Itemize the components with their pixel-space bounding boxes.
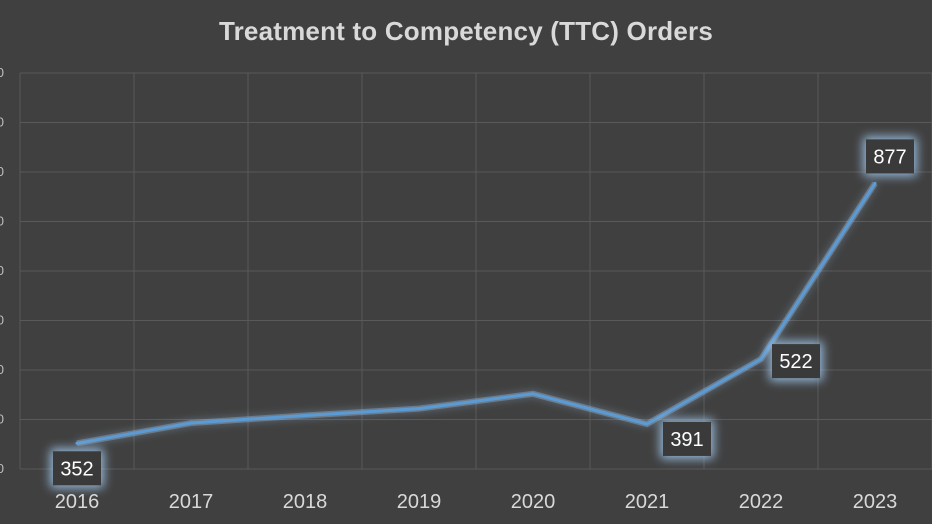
data-label-box xyxy=(663,421,711,456)
y-tick-label: 0 xyxy=(0,164,4,179)
data-point xyxy=(645,422,649,426)
data-label-text: 391 xyxy=(670,429,703,451)
data-label-layer: 352 391 522 877 xyxy=(50,136,917,489)
series-line xyxy=(76,182,877,445)
data-label: 391 xyxy=(660,418,714,459)
x-axis: 2016 2017 2018 2019 2020 2021 2022 2023 xyxy=(55,491,898,513)
data-point xyxy=(417,407,421,411)
x-tick-label: 2020 xyxy=(511,491,556,513)
y-tick-label: 0 xyxy=(0,362,4,377)
y-tick-label: 0 xyxy=(0,313,4,328)
series-line-layer xyxy=(75,181,878,447)
data-label: 522 xyxy=(769,341,823,382)
x-tick-label: 2023 xyxy=(853,491,898,513)
y-tick-label: 0 xyxy=(0,115,4,130)
y-tick-label: 0 xyxy=(0,412,4,427)
data-point xyxy=(873,181,877,185)
data-label-text: 522 xyxy=(779,351,812,373)
data-point xyxy=(189,421,193,425)
data-point xyxy=(303,414,307,418)
x-tick-label: 2022 xyxy=(739,491,784,513)
y-tick-label: 0 xyxy=(0,461,4,476)
y-tick-label: 0 xyxy=(0,263,4,278)
data-label-text: 877 xyxy=(873,146,906,168)
x-tick-label: 2016 xyxy=(55,491,100,513)
data-point xyxy=(531,392,535,396)
data-point xyxy=(75,441,79,445)
y-axis: 0 0 0 0 0 0 0 0 0 xyxy=(0,65,4,476)
x-tick-label: 2019 xyxy=(397,491,442,513)
y-tick-label: 0 xyxy=(0,65,4,80)
x-tick-label: 2021 xyxy=(625,491,670,513)
data-label-text: 352 xyxy=(60,458,93,480)
x-tick-label: 2018 xyxy=(283,491,328,513)
grid-layer xyxy=(19,72,932,470)
y-tick-label: 0 xyxy=(0,214,4,229)
data-label: 352 xyxy=(50,448,104,489)
data-point xyxy=(759,357,763,361)
data-label-box xyxy=(53,451,101,486)
x-tick-label: 2017 xyxy=(169,491,214,513)
data-label-box xyxy=(866,139,914,174)
data-label: 877 xyxy=(863,136,917,177)
data-label-box xyxy=(772,344,820,379)
chart-title: Treatment to Competency (TTC) Orders xyxy=(218,16,714,46)
